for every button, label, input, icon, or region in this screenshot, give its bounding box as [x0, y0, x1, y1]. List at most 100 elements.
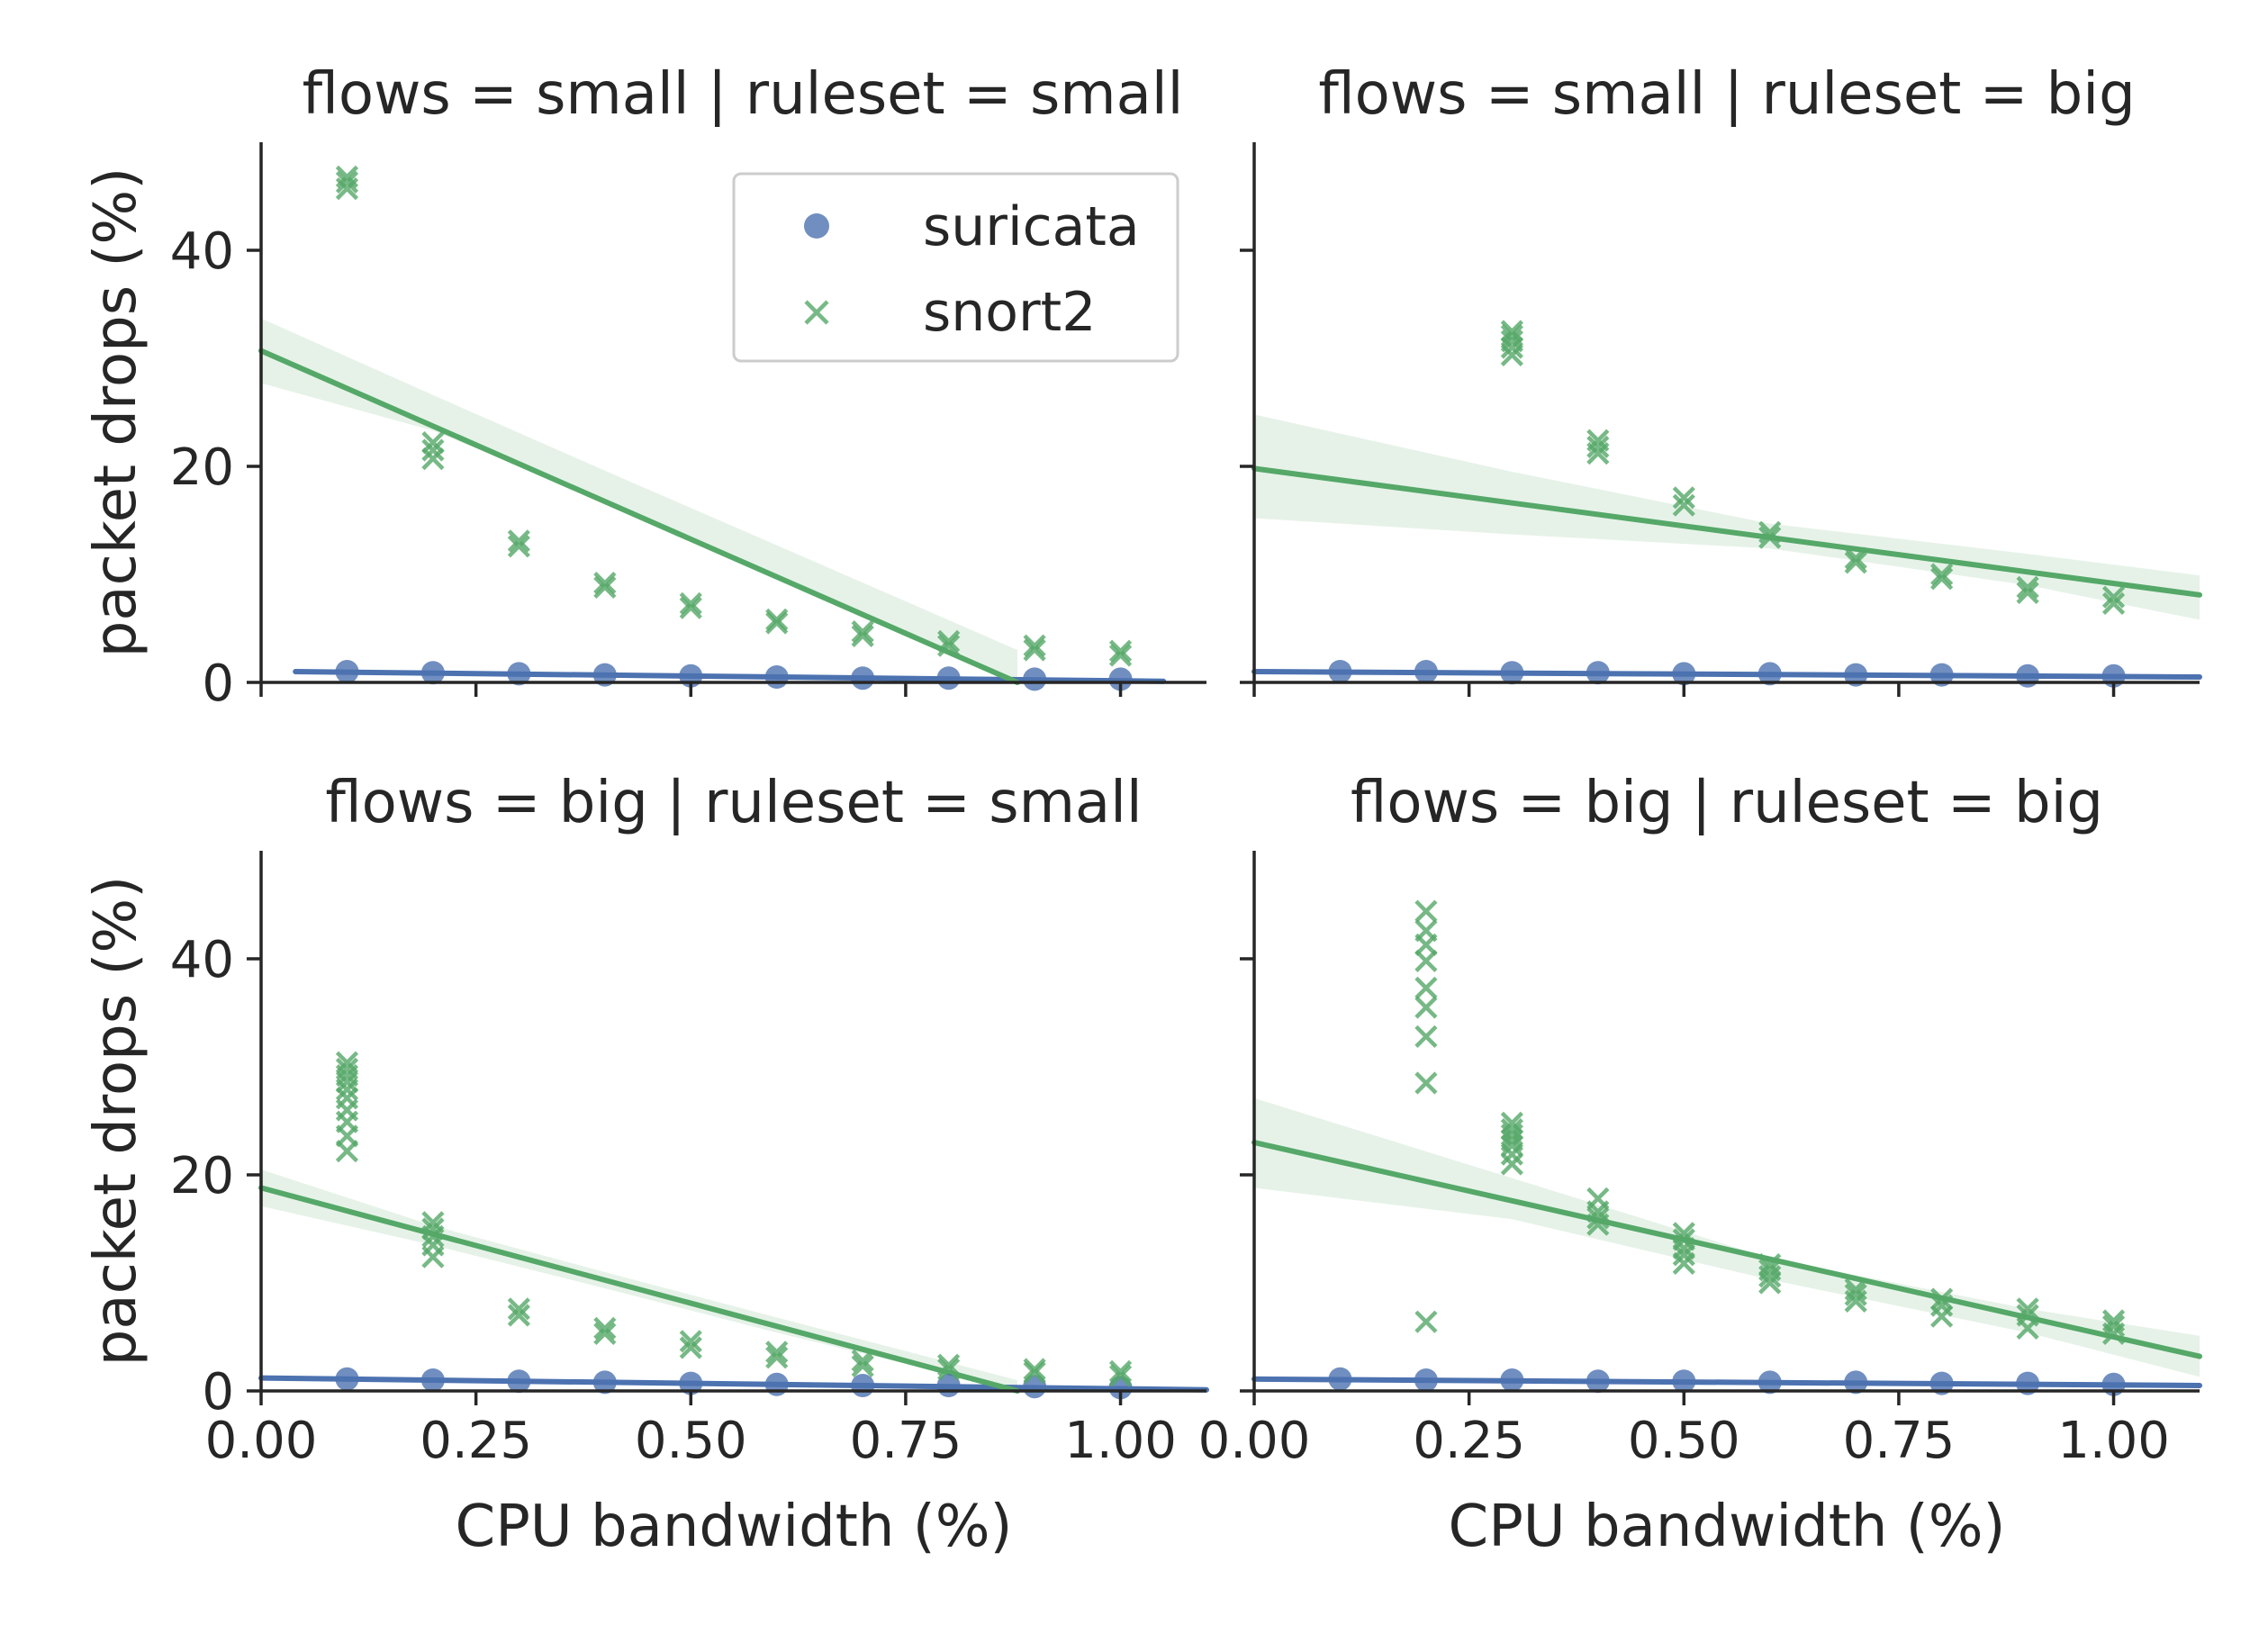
panel-1-suricata-point — [936, 666, 961, 691]
panel-4-snort2-point — [1414, 899, 1438, 923]
panel-1-snort2-point — [679, 596, 702, 619]
panel-4-xtick-label: 0.75 — [1843, 1412, 1956, 1470]
panel-2-snort2-point — [2101, 591, 2126, 615]
panel-3-suricata-point — [764, 1372, 789, 1396]
panel-2-suricata-point — [1757, 662, 1782, 686]
panel-4-suricata-regression-line — [1251, 1376, 2202, 1388]
panel-4-snort2-point — [1758, 1253, 1782, 1277]
panel-1-snort2-point — [335, 165, 359, 188]
panel-2-snort2-point — [1586, 435, 1610, 458]
panel-1-title: flows = small | ruleset = small — [303, 61, 1184, 128]
panel-3-ytick-label: 20 — [170, 1147, 234, 1205]
panel-4-snort2-point — [2016, 1304, 2039, 1327]
panel-1-snort2-confidence-band — [261, 318, 1017, 682]
panel-2-snort2-point — [1672, 486, 1695, 510]
panel-4-title: flows = big | ruleset = big — [1351, 770, 2103, 836]
legend-suricata-label: suricata — [923, 195, 1140, 258]
panel-1-snort2-point — [765, 608, 789, 631]
panel-3-suricata-point — [420, 1368, 445, 1392]
panel-2-snort2-point — [1758, 520, 1782, 544]
panel-4-snort2-point — [1414, 996, 1438, 1019]
panel-4-suricata-point — [1757, 1370, 1782, 1395]
panel-4-snort2-confidence-band — [1254, 1097, 2200, 1377]
panel-2-snort2-point — [1844, 546, 1867, 570]
panel-1-snort2-point — [937, 629, 961, 653]
panel-1-snort2-point — [593, 575, 617, 599]
panel-4-suricata-point — [2016, 1371, 2040, 1395]
panel-4-snort2-point — [1414, 919, 1438, 943]
panel-2-snort2-point — [2101, 585, 2126, 609]
panel-4-suricata-point — [1672, 1369, 1696, 1394]
panel-3-xtick-label: 0.75 — [850, 1412, 962, 1470]
panel-4-x-axis-label: CPU bandwidth (%) — [1449, 1494, 2006, 1560]
panel-2-snort2-confidence-band — [1254, 414, 2200, 620]
panel-2: flows = small | ruleset = big — [1240, 61, 2202, 697]
panel-3-snort2-point — [765, 1341, 789, 1364]
panel-2-suricata-point — [1844, 663, 1868, 687]
panel-2-snort2-point — [1500, 324, 1523, 348]
panel-2-snort2-point — [2016, 581, 2039, 604]
panel-4-snort2-point — [1500, 1118, 1523, 1142]
panel-4-suricata-point — [1929, 1371, 1954, 1395]
panel-1-suricata-point — [420, 661, 445, 685]
panel-4-xtick-label: 1.00 — [2057, 1412, 2170, 1470]
panel-3-snort2-regression-line — [258, 1185, 1020, 1394]
panel-1-suricata-point — [851, 666, 875, 691]
panel-3-snort2-point — [507, 1304, 530, 1327]
panel-3-suricata-point — [679, 1371, 703, 1395]
panel-3-snort2-point — [937, 1353, 961, 1377]
panel-3-snort2-point — [335, 1051, 359, 1074]
panel-1-suricata-point — [592, 663, 617, 687]
panel-3-xtick-label: 1.00 — [1064, 1412, 1177, 1470]
panel-2-snort2-point — [1930, 563, 1954, 586]
panel-3-snort2-point — [593, 1322, 617, 1345]
panel-2-suricata-regression-line — [1251, 669, 2202, 680]
panel-4-suricata-point — [1586, 1369, 1610, 1394]
panel-3-suricata-point — [335, 1367, 359, 1391]
panel-3-snort2-point — [1108, 1364, 1133, 1387]
panel-4-snort2-point — [1672, 1222, 1695, 1245]
panel-3-snort2-point — [765, 1346, 789, 1369]
panel-3-snort2-point — [421, 1211, 445, 1234]
panel-2-snort2-regression-line — [1251, 465, 2202, 598]
panel-2-snort2-point — [1672, 493, 1695, 517]
panel-4-snort2-point — [2101, 1314, 2126, 1338]
panel-3-suricata-point — [592, 1370, 617, 1395]
panel-3-x-axis-label: CPU bandwidth (%) — [456, 1494, 1013, 1560]
panel-1-snort2-point — [421, 447, 445, 471]
panel-3-y-axis-label: packet drops (%) — [83, 876, 149, 1366]
panel-1-suricata-point — [764, 665, 789, 689]
panel-2-snort2-point — [1500, 320, 1523, 343]
panel-3-xtick-label: 0.00 — [205, 1412, 318, 1470]
panel-1-ytick-label: 40 — [170, 222, 234, 281]
panel-4-snort2-point — [1414, 1071, 1438, 1095]
panel-2-snort2-point — [1758, 526, 1782, 549]
panel-4-snort2-point — [1844, 1283, 1867, 1306]
panel-4-snort2-point — [1500, 1111, 1523, 1134]
panel-2-snort2-point — [1844, 551, 1867, 574]
panel-4-snort2-point — [1414, 976, 1438, 999]
panel-1-suricata-point — [335, 660, 359, 683]
panel-4-snort2-point — [1758, 1259, 1782, 1282]
panel-4-snort2-point — [2101, 1309, 2126, 1332]
panel-3-snort2-point — [679, 1330, 702, 1353]
legend-suricata-marker — [804, 213, 829, 239]
panel-3-snort2-point — [1023, 1361, 1046, 1385]
panel-1-snort2-point — [1108, 639, 1133, 663]
panel-2-suricata-point — [1586, 661, 1610, 685]
panel-3-ytick-label: 0 — [202, 1363, 234, 1422]
panel-1-snort2-point — [507, 535, 530, 558]
panel-3-snort2-point — [679, 1336, 702, 1359]
legend-frame — [732, 172, 1179, 363]
panel-2-snort2-point — [2016, 575, 2039, 599]
panel-3-suricata-point — [507, 1369, 531, 1394]
panel-4-suricata-point — [1414, 1368, 1438, 1392]
panel-2-snort2-point — [1586, 429, 1610, 452]
panel-1-snort2-point — [851, 620, 874, 644]
panel-2-snort2-point — [1500, 330, 1523, 353]
panel-1-ytick-label: 20 — [170, 438, 234, 497]
panel-3-xtick-label: 0.50 — [635, 1412, 747, 1470]
panel-4-xtick-label: 0.00 — [1198, 1412, 1311, 1470]
panel-4-snort2-point — [1414, 1025, 1438, 1048]
